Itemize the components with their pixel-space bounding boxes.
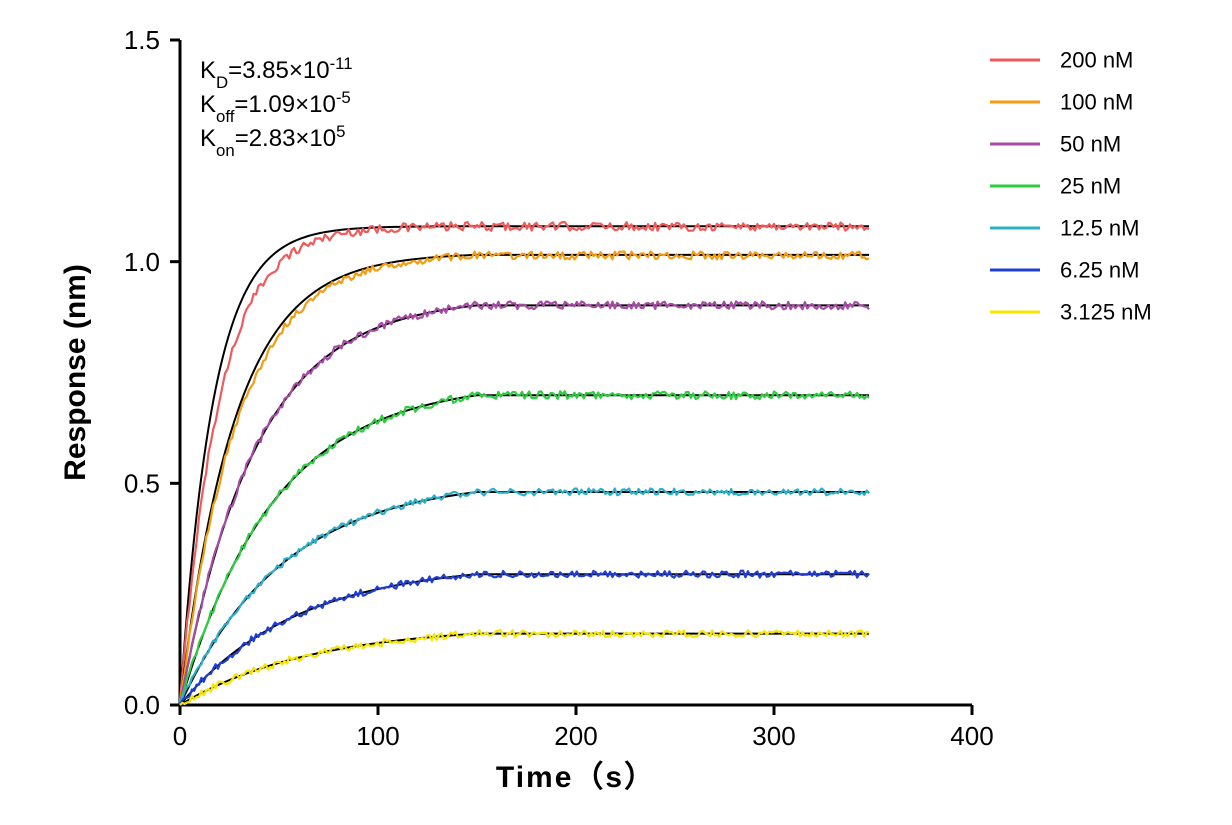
legend-label: 6.25 nM (1060, 258, 1140, 283)
legend-label: 100 nM (1060, 90, 1133, 115)
legend-label: 3.125 nM (1060, 300, 1152, 325)
y-tick-label: 0.5 (124, 468, 160, 498)
x-tick-label: 100 (356, 721, 399, 751)
y-tick-label: 0.0 (124, 690, 160, 720)
x-tick-label: 400 (950, 721, 993, 751)
legend-label: 50 nM (1060, 132, 1121, 157)
y-axis-label: Response (nm) (59, 264, 92, 481)
y-tick-label: 1.5 (124, 25, 160, 55)
y-tick-label: 1.0 (124, 247, 160, 277)
legend-label: 12.5 nM (1060, 216, 1140, 241)
x-tick-label: 200 (554, 721, 597, 751)
chart-svg: 0 100 200 300 400 0.0 0.5 1.0 1.5 Time（s） Response… (0, 0, 1232, 825)
legend-label: 25 nM (1060, 174, 1121, 199)
x-tick-label: 0 (173, 721, 187, 751)
legend-label: 200 nM (1060, 48, 1133, 73)
x-axis-label: Time（s） (496, 760, 656, 794)
x-tick-label: 300 (752, 721, 795, 751)
kinetics-chart: 0 100 200 300 400 0.0 0.5 1.0 1.5 Time（s） Response… (0, 0, 1232, 825)
